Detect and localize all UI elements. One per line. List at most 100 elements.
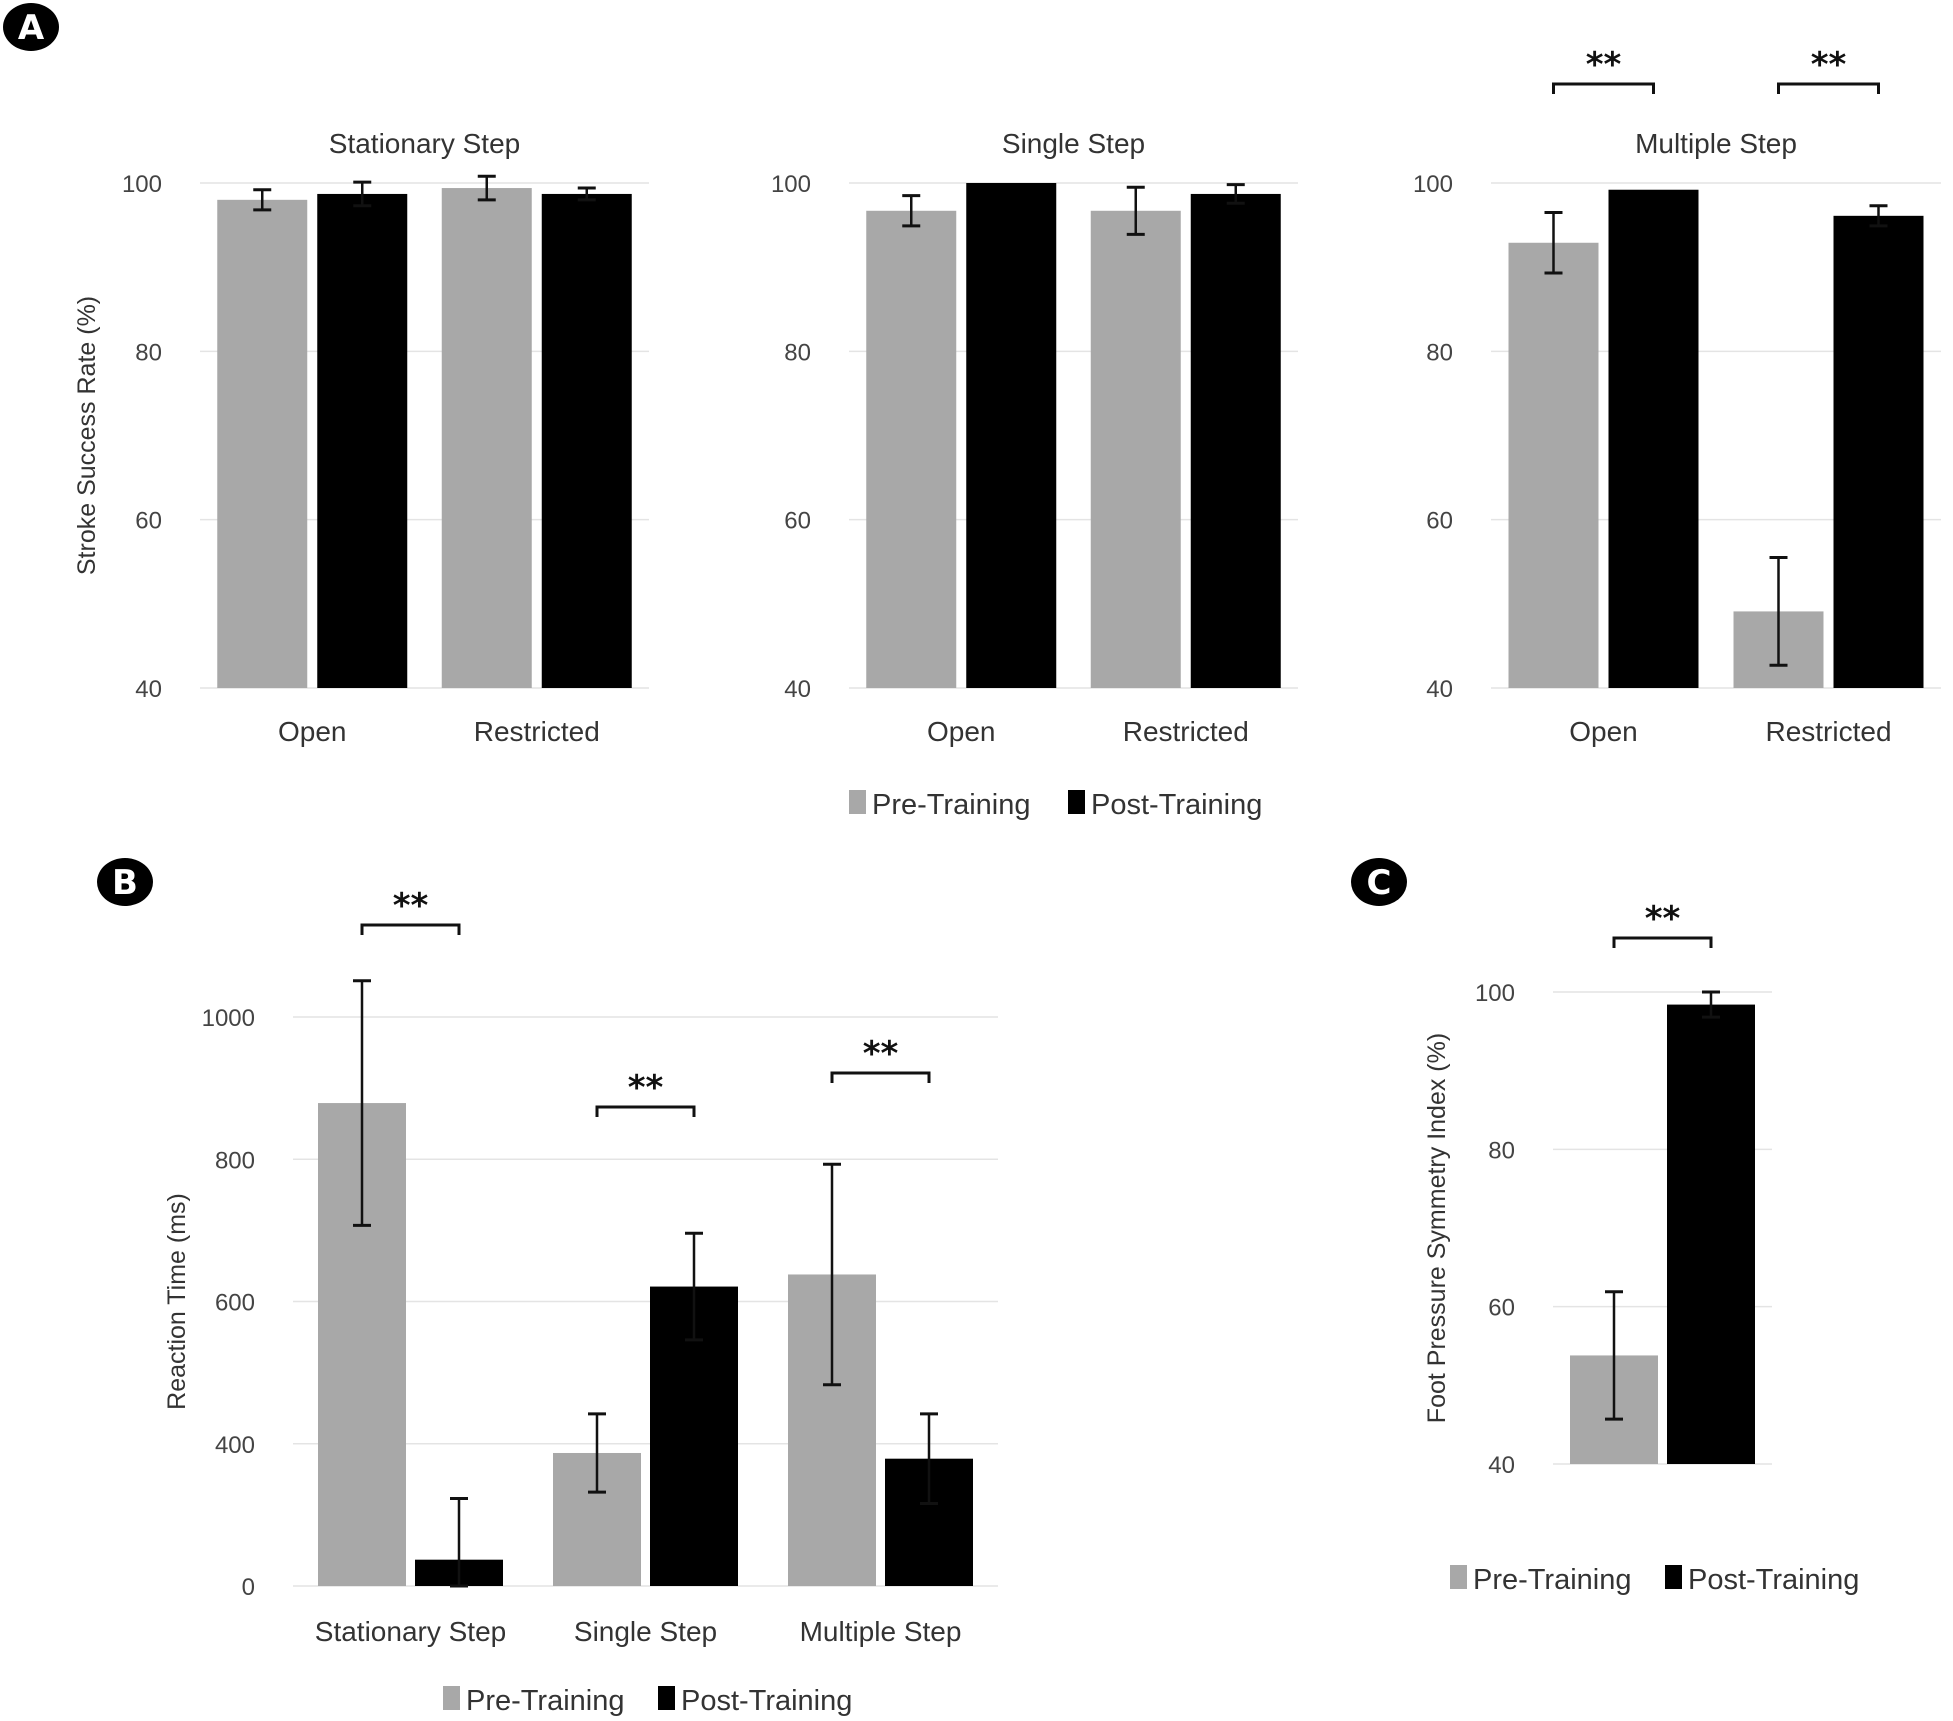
error-bar-pre (477, 174, 496, 202)
x-category-label: Open (1569, 716, 1638, 747)
chart-multiple-step-success: 40 60 80 100 Multiple Step Open ** Restricted ** (1413, 45, 1941, 747)
y-tick-label: 80 (135, 339, 162, 366)
panel-label-c-text: C (1367, 863, 1392, 903)
y-tick-label: 60 (135, 508, 162, 535)
y-tick-label: 100 (1413, 171, 1453, 198)
y-tick-label: 40 (1488, 1452, 1515, 1479)
legend-swatch-post (1665, 1565, 1682, 1589)
bracket-line (1777, 82, 1880, 94)
legend-swatch-pre (443, 1686, 460, 1710)
significance-bracket: ** (595, 1068, 696, 1117)
y-tick-label: 0 (242, 1574, 255, 1601)
legend-label-post: Post-Training (1688, 1564, 1859, 1596)
y-tick-label: 100 (122, 171, 162, 198)
significance-bracket: ** (1552, 45, 1655, 94)
significance-stars: ** (628, 1068, 664, 1108)
panel-label-b-text: B (112, 863, 138, 903)
error-bar-post (1702, 990, 1720, 1019)
y-tick-label: 60 (784, 508, 811, 535)
significance-bracket: ** (1777, 45, 1880, 94)
chart-title: Multiple Step (1635, 128, 1797, 159)
significance-bracket: ** (1612, 899, 1713, 948)
x-category-label: Open (927, 716, 996, 747)
bracket-line (1612, 936, 1713, 948)
bracket-line (595, 1105, 696, 1117)
legend-panel-b: Pre-Training Post-Training (443, 1685, 852, 1717)
bar-post (541, 193, 632, 689)
legend-swatch-pre (1450, 1565, 1467, 1589)
bar-post (1190, 193, 1281, 689)
y-tick-label: 40 (784, 676, 811, 703)
bar-post (1833, 215, 1924, 688)
error-bar-pre (253, 188, 272, 212)
y-tick-label: 60 (1488, 1295, 1515, 1322)
x-category-label: Restricted (1765, 716, 1891, 747)
x-category-label: Stationary Step (315, 1616, 506, 1647)
panel-label-a-text: A (18, 8, 45, 48)
y-tick-label: 80 (784, 339, 811, 366)
legend-label-post: Post-Training (1091, 789, 1262, 821)
panel-label-a: A (3, 3, 59, 51)
bar-post (1667, 1004, 1755, 1464)
bar-post (966, 183, 1057, 688)
bar-post (317, 193, 408, 689)
y-tick-label: 80 (1488, 1137, 1515, 1164)
error-bar-post (577, 186, 596, 202)
bar-post (1608, 189, 1699, 688)
y-tick-label: 800 (215, 1147, 255, 1174)
chart-single-step-success: 40 60 80 100 Single Step Open Restricted (771, 128, 1298, 747)
y-axis-label: Reaction Time (ms) (163, 1193, 191, 1410)
error-bar-pre (588, 1412, 606, 1494)
error-bar-post (450, 1497, 468, 1588)
significance-stars: ** (393, 886, 429, 926)
x-category-label: Restricted (1123, 716, 1249, 747)
bar-pre (1508, 242, 1599, 688)
y-tick-label: 80 (1426, 339, 1453, 366)
error-bar-pre (1769, 556, 1788, 667)
error-bar-pre (1126, 185, 1145, 236)
bar-pre (441, 188, 532, 689)
y-tick-label: 60 (1426, 508, 1453, 535)
error-bar-post (1869, 204, 1888, 228)
y-axis-label: Stroke Success Rate (%) (73, 296, 101, 575)
error-bar-pre (823, 1162, 841, 1387)
y-tick-label: 600 (215, 1290, 255, 1317)
error-bar-pre (1605, 1290, 1623, 1421)
significance-stars: ** (1811, 45, 1847, 85)
legend-swatch-pre (849, 790, 866, 814)
y-tick-label: 400 (215, 1432, 255, 1459)
panel-label-c: C (1351, 858, 1407, 906)
legend-label-pre: Pre-Training (1473, 1564, 1631, 1596)
legend-label-pre: Pre-Training (466, 1685, 624, 1717)
x-category-label: Multiple Step (800, 1616, 962, 1647)
legend-swatch-post (658, 1686, 675, 1710)
bracket-line (1552, 82, 1655, 94)
x-category-label: Restricted (474, 716, 600, 747)
error-bar-post (1226, 183, 1245, 205)
significance-bracket: ** (360, 886, 461, 935)
legend-swatch-post (1068, 790, 1085, 814)
bracket-line (360, 923, 461, 935)
error-bar-post (353, 180, 372, 208)
bracket-line (830, 1071, 931, 1083)
y-tick-label: 100 (771, 171, 811, 198)
legend-label-pre: Pre-Training (872, 789, 1030, 821)
bar-pre (217, 199, 308, 689)
legend-panel-a: Pre-Training Post-Training (849, 789, 1262, 821)
x-category-label: Open (278, 716, 347, 747)
chart-title: Single Step (1002, 128, 1145, 159)
significance-stars: ** (863, 1034, 899, 1074)
y-tick-label: 40 (1426, 676, 1453, 703)
chart-foot-pressure-symmetry: 40 60 80 100 Foot Pressure Symmetry Index (%… (1423, 899, 1772, 1479)
error-bar-post (920, 1412, 938, 1505)
y-tick-label: 1000 (202, 1005, 255, 1032)
significance-stars: ** (1645, 899, 1681, 939)
significance-stars: ** (1586, 45, 1622, 85)
bar-pre (1090, 210, 1181, 688)
panel-label-b: B (97, 858, 153, 906)
x-category-label: Single Step (574, 1616, 717, 1647)
significance-bracket: ** (830, 1034, 931, 1083)
y-tick-label: 40 (135, 676, 162, 703)
error-bar-pre (902, 194, 921, 228)
